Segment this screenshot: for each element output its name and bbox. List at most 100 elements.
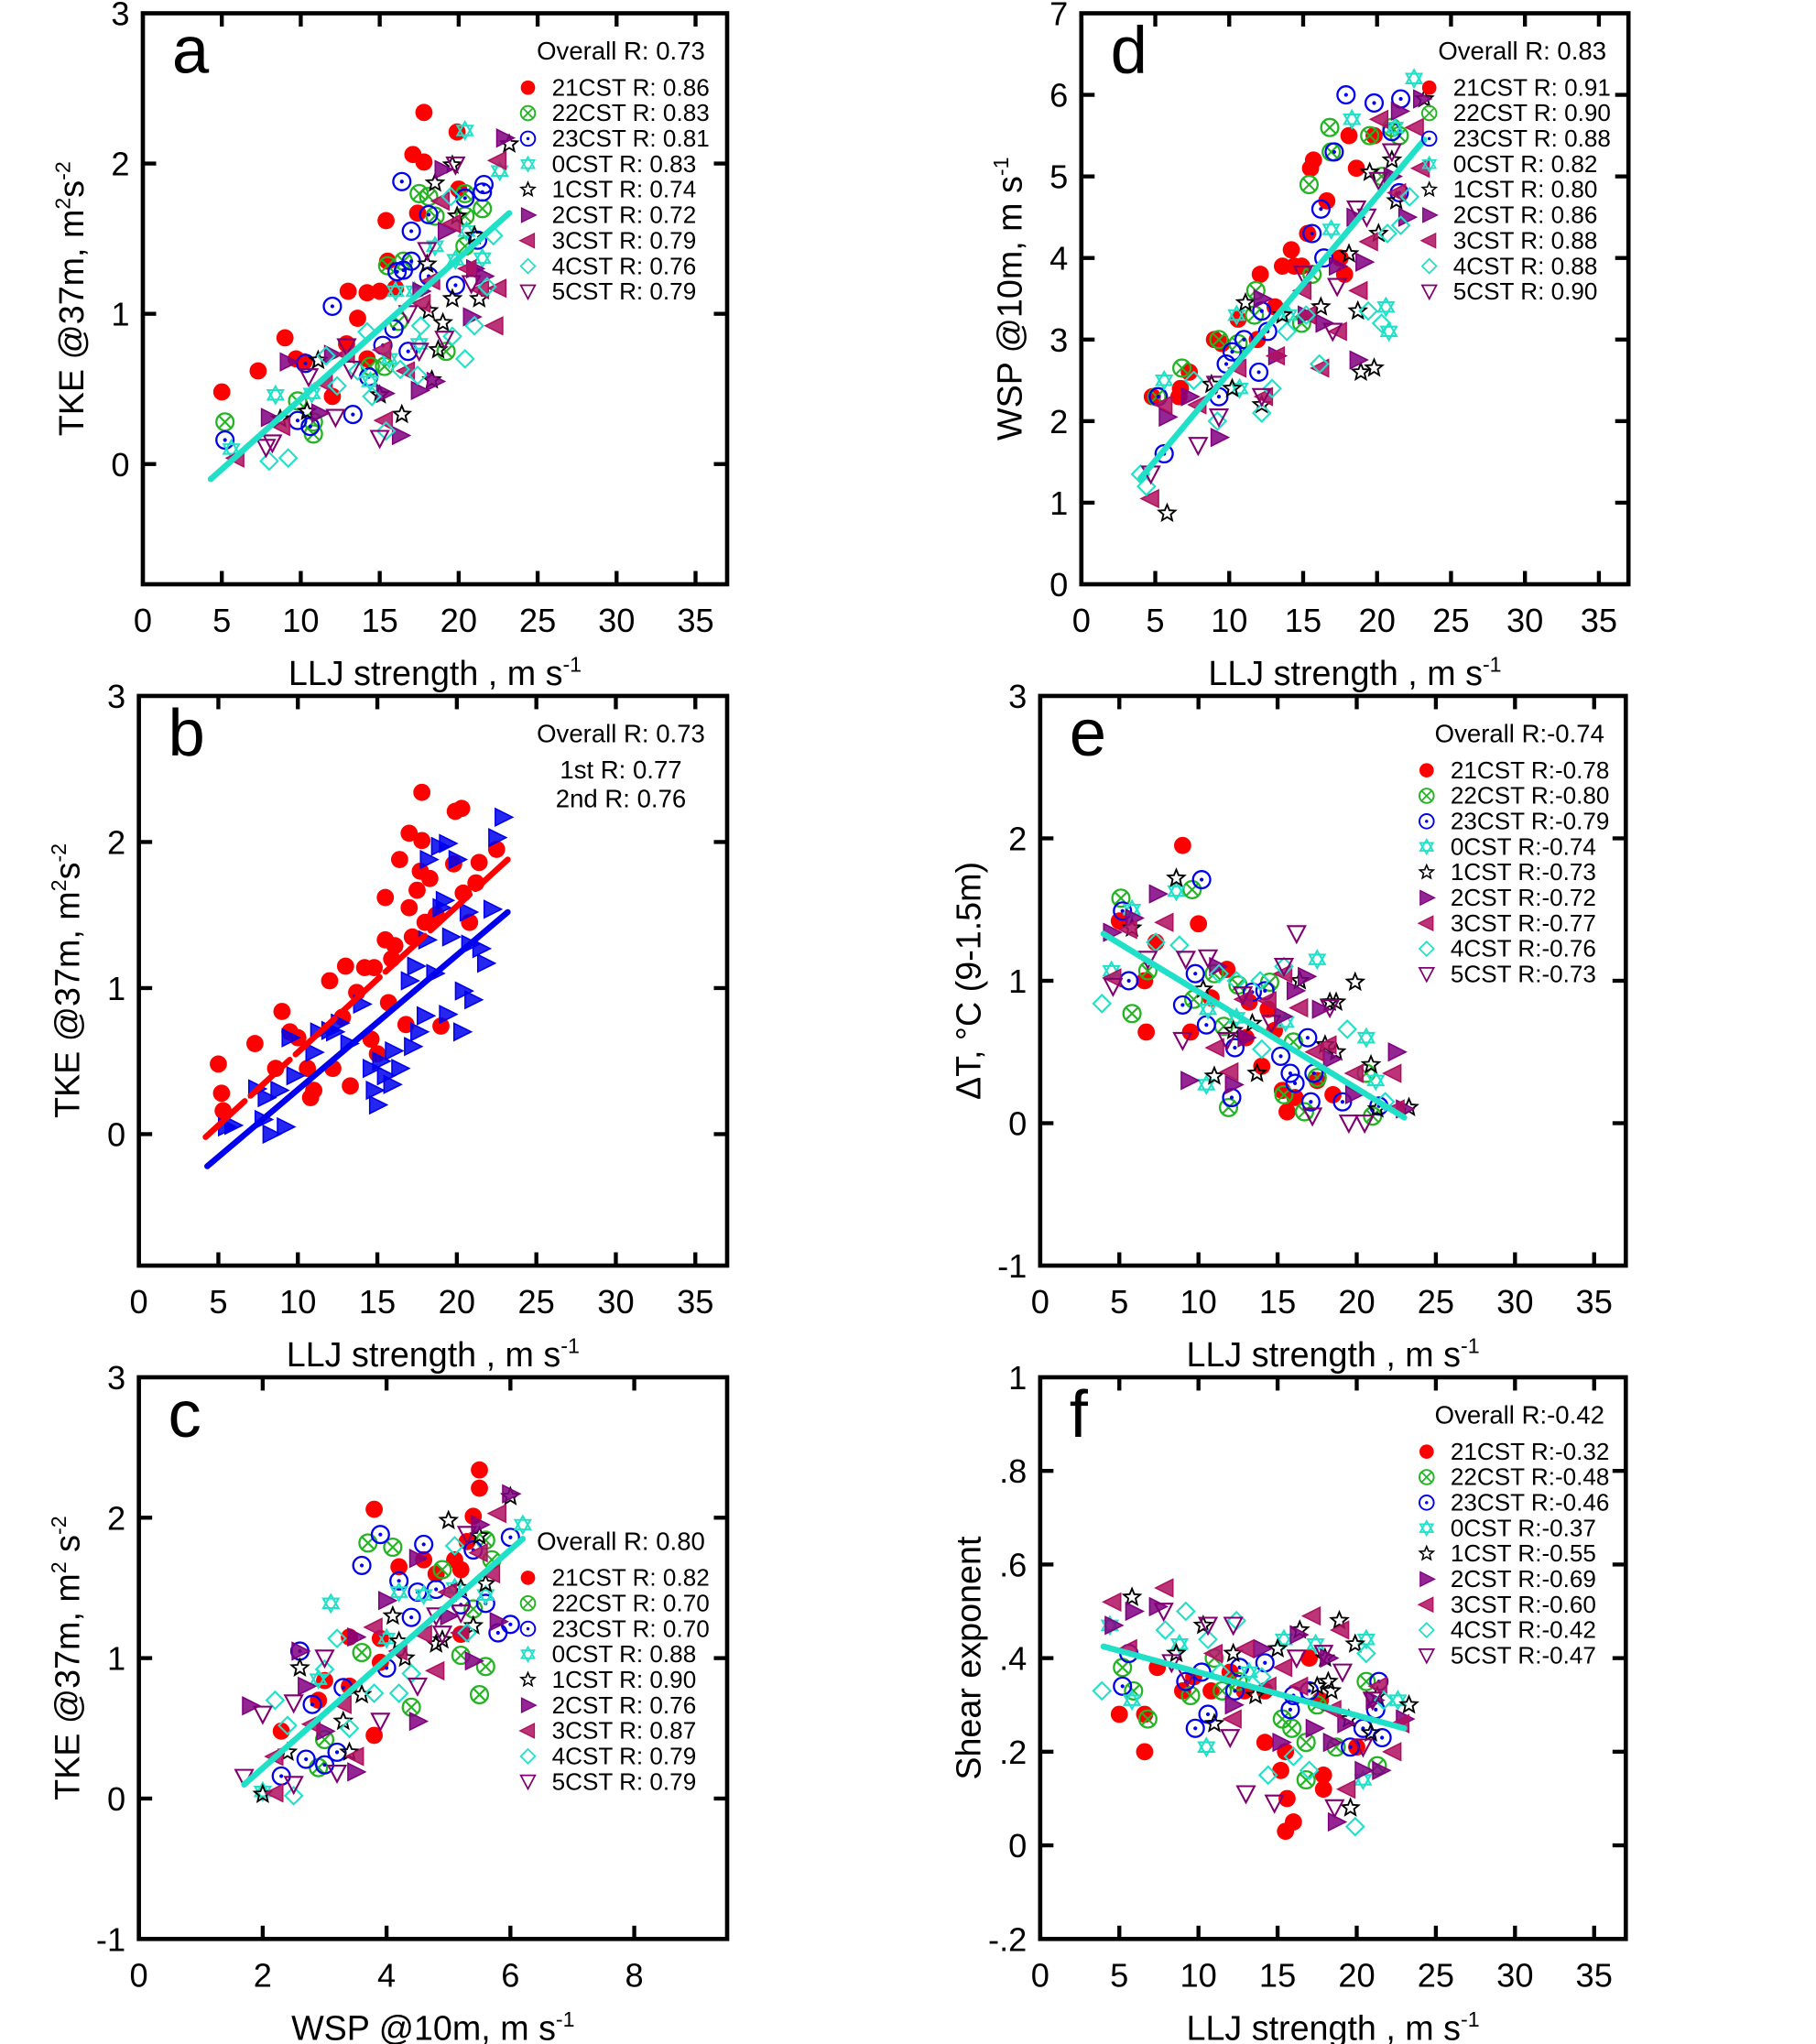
data-point	[411, 293, 431, 313]
data-point	[1216, 1031, 1237, 1051]
x-tick-label: 35	[1581, 602, 1617, 639]
data-point	[1385, 116, 1405, 138]
data-point	[1337, 1713, 1357, 1734]
series-2cst	[242, 1484, 522, 1782]
data-point	[1372, 1760, 1392, 1780]
data-point	[339, 1718, 360, 1739]
data-point	[363, 1617, 383, 1637]
y-tick-label: 1	[111, 296, 129, 333]
data-point	[375, 383, 397, 404]
data-point	[339, 282, 357, 300]
data-point	[1119, 971, 1139, 991]
data-point	[1173, 836, 1191, 854]
data-point	[1157, 502, 1178, 523]
data-point	[289, 1657, 310, 1677]
x-tick-label: 20	[1338, 1283, 1375, 1321]
data-point	[365, 1500, 383, 1518]
x-tick-label: 25	[1418, 1283, 1454, 1321]
data-point	[1272, 1732, 1292, 1753]
data-point	[495, 128, 517, 148]
x-tick-label: 30	[1496, 1957, 1533, 1995]
data-point	[1153, 395, 1173, 415]
data-point	[1302, 223, 1322, 244]
data-point	[1222, 342, 1243, 362]
data-point	[279, 352, 299, 372]
data-point	[347, 1626, 367, 1647]
legend-marker	[520, 207, 538, 223]
data-point	[1136, 476, 1157, 496]
legend-overall: Overall R:-0.74	[1435, 720, 1604, 748]
x-tick-label: 5	[209, 1283, 227, 1321]
fit-line	[207, 210, 513, 483]
legend-entry: 2CST R:-0.72	[1451, 884, 1596, 911]
legend-entry: 5CST R:-0.73	[1451, 961, 1596, 988]
data-point	[1262, 378, 1282, 399]
series-5cst	[256, 156, 482, 459]
data-point	[371, 282, 389, 300]
data-layer	[207, 103, 520, 483]
data-point	[462, 307, 483, 327]
data-point	[1305, 1718, 1326, 1738]
data-point	[391, 425, 412, 446]
data-point	[1285, 1073, 1305, 1093]
data-point	[1237, 1027, 1257, 1048]
legend-marker	[1417, 1596, 1434, 1614]
data-point	[1382, 1063, 1402, 1083]
data-point	[440, 213, 462, 234]
y-tick-label: 0	[107, 1780, 125, 1818]
series-4cst	[1092, 932, 1396, 1113]
y-tick-label: 2	[1008, 821, 1027, 858]
legend-marker	[1419, 232, 1437, 249]
y-tick-label: 4	[1049, 240, 1068, 277]
data-point	[452, 1022, 473, 1042]
data-point	[1320, 117, 1340, 137]
data-point	[386, 280, 406, 302]
legend-entry: 21CST R:-0.78	[1451, 756, 1610, 784]
data-point	[471, 1515, 491, 1535]
legend-overall: Overall R: 0.73	[537, 720, 705, 748]
data-point	[1282, 241, 1300, 259]
data-point	[377, 1591, 398, 1611]
data-point	[1223, 1019, 1245, 1040]
x-tick-label: 8	[625, 1957, 643, 1995]
data-point	[1278, 1103, 1296, 1121]
legend-marker	[518, 1723, 536, 1739]
data-point	[414, 1534, 434, 1554]
data-point	[390, 1558, 408, 1576]
data-point	[486, 1504, 506, 1524]
data-point	[419, 204, 439, 224]
x-tick-label: 0	[130, 1957, 148, 1995]
data-point	[455, 119, 474, 141]
data-point	[364, 1683, 385, 1703]
legend-entry: 21CST R: 0.91	[1453, 73, 1611, 101]
data-point	[1153, 1603, 1174, 1623]
data-point	[291, 1641, 311, 1661]
data-point	[383, 1074, 403, 1094]
data-point	[1185, 963, 1205, 984]
data-point	[488, 828, 508, 848]
data-point	[454, 349, 475, 369]
data-point	[1364, 92, 1385, 114]
data-point	[1278, 1789, 1296, 1808]
fit-line	[1100, 1643, 1408, 1732]
data-point	[326, 1764, 348, 1784]
y-tick-label: 1	[1008, 962, 1027, 1000]
data-point	[1220, 1729, 1241, 1749]
data-layer	[1092, 1578, 1419, 1841]
data-point	[389, 1571, 409, 1591]
data-point	[385, 1040, 405, 1061]
data-point	[1310, 199, 1331, 219]
data-point	[415, 153, 433, 171]
data-point	[343, 405, 363, 425]
legend-marker	[1421, 80, 1437, 95]
data-point	[1313, 1645, 1334, 1665]
data-point	[1219, 1061, 1239, 1082]
data-point	[1318, 191, 1336, 210]
legend-entry: 1CST R: 0.90	[552, 1666, 697, 1693]
x-tick-label: 20	[1359, 602, 1396, 639]
data-point	[1122, 1690, 1142, 1712]
data-point	[376, 1627, 397, 1649]
